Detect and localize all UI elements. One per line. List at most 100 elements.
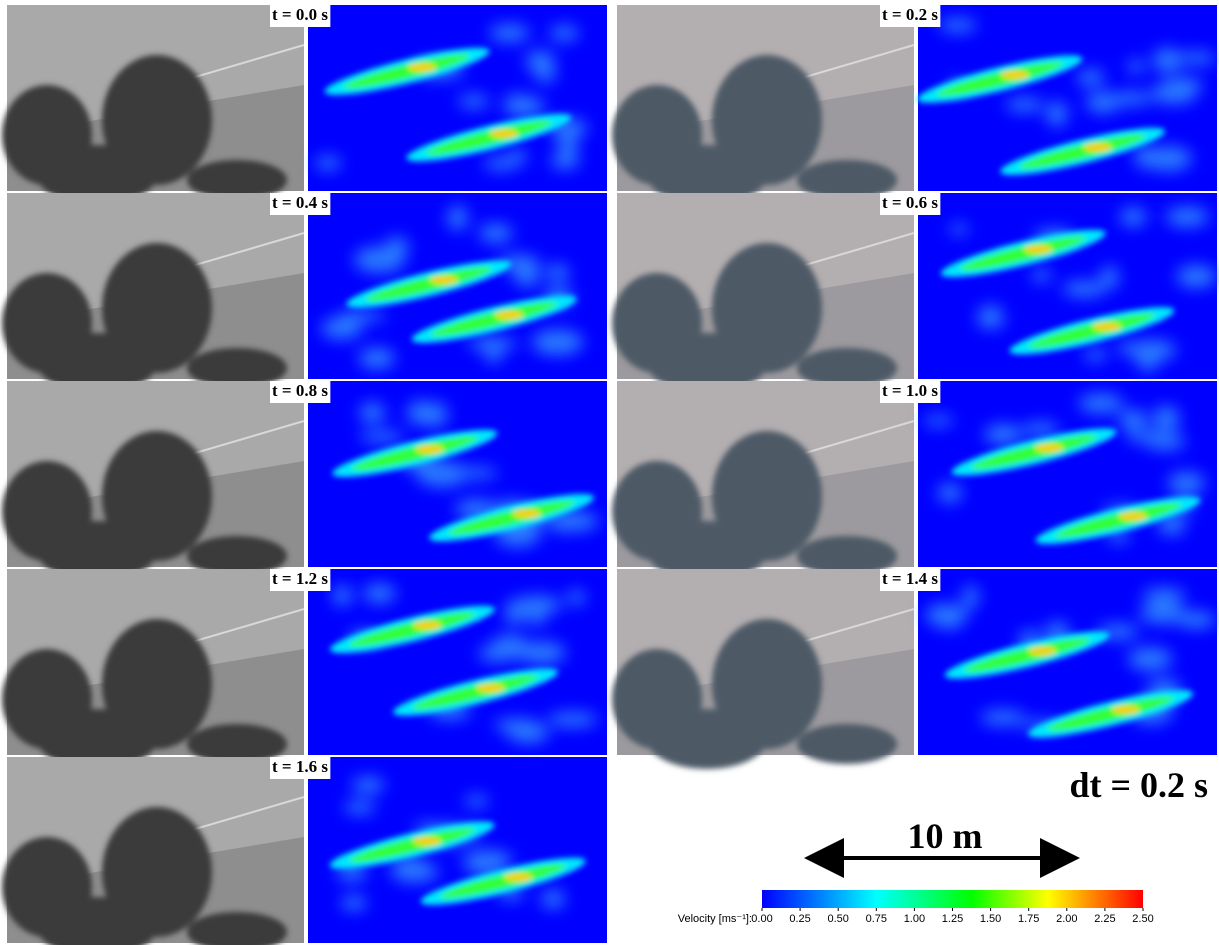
band: [476, 684, 504, 692]
colorbar-tick-label: 2.50: [1132, 913, 1153, 925]
blob: [535, 67, 556, 82]
blob: [333, 586, 352, 606]
blob: [1100, 266, 1119, 288]
blob: [338, 311, 386, 322]
blob: [1077, 69, 1105, 85]
blob: [1125, 431, 1174, 442]
blob: [1005, 98, 1043, 112]
colorbar-tick-label: 0.00: [751, 913, 772, 925]
blob: [1142, 588, 1186, 603]
photo: [2, 5, 304, 205]
band: [504, 873, 532, 881]
blob: [550, 25, 579, 41]
band: [413, 621, 441, 629]
label: t = 1.0 s: [882, 381, 938, 400]
blob: [359, 348, 395, 369]
photo: [612, 569, 914, 769]
blob: [963, 585, 979, 608]
label: t = 1.2 s: [272, 569, 328, 588]
band: [430, 276, 458, 284]
blob: [344, 801, 376, 814]
blob: [1084, 349, 1107, 361]
blob: [1178, 52, 1217, 64]
band: [513, 510, 541, 518]
panel-label: t = 1.2 s: [270, 569, 330, 591]
photo: [612, 193, 914, 393]
blob: [359, 431, 404, 443]
band: [490, 130, 518, 138]
blob: [978, 306, 1003, 323]
blob: [1153, 48, 1182, 72]
blob: [550, 154, 579, 169]
blob: [984, 424, 1022, 444]
blob: [1062, 281, 1105, 297]
label: t = 0.2 s: [882, 5, 938, 24]
blob: [479, 224, 513, 243]
photo: [2, 381, 304, 581]
blob: [1176, 265, 1216, 287]
velocity-map: [308, 381, 607, 567]
blob: [923, 416, 953, 426]
panel-label: t = 1.0 s: [880, 381, 940, 403]
blob: [352, 777, 385, 793]
blob: [1120, 208, 1147, 227]
band: [413, 837, 441, 845]
blob: [547, 712, 597, 726]
blob: [315, 156, 341, 169]
photo: [2, 757, 304, 945]
panel-label: t = 1.6 s: [270, 757, 330, 779]
blob: [1046, 102, 1067, 127]
blob: [1168, 472, 1205, 494]
colorbar-tick-label: 2.25: [1094, 913, 1115, 925]
velocity-map: [308, 757, 607, 943]
label: t = 0.0 s: [272, 5, 328, 24]
tree: [647, 709, 767, 769]
blob: [532, 330, 584, 355]
blob: [1162, 77, 1203, 91]
panel-label: t = 0.6 s: [880, 193, 940, 215]
colorbar: [762, 890, 1143, 908]
colorbar-tick-label: 1.00: [904, 913, 925, 925]
blob: [505, 600, 526, 625]
map-bg: [308, 569, 607, 755]
label: t = 0.8 s: [272, 381, 328, 400]
blob: [1139, 603, 1185, 624]
band: [1093, 323, 1121, 331]
label: t = 1.6 s: [272, 757, 328, 776]
colorbar-tick-label: 1.25: [942, 913, 963, 925]
colorbar-tick-label: 1.75: [1018, 913, 1039, 925]
velocity-map: [918, 569, 1217, 755]
velocity-map: [308, 569, 607, 755]
blob: [483, 157, 518, 170]
blob: [354, 247, 405, 273]
photo: [2, 193, 304, 393]
figure: t = 0.0 st = 0.2 st = 0.4 st = 0.6 st = …: [0, 0, 1219, 945]
panel-label: t = 0.0 s: [270, 5, 330, 27]
velocity-map: [918, 193, 1217, 379]
blob: [1128, 59, 1144, 73]
band: [1001, 71, 1029, 79]
blob: [489, 24, 530, 41]
blob: [468, 337, 517, 350]
band: [495, 311, 523, 319]
blob: [528, 604, 546, 626]
label: t = 0.6 s: [882, 193, 938, 212]
colorbar-tick-label: 1.50: [980, 913, 1001, 925]
blob: [359, 403, 385, 423]
panel-label: t = 0.8 s: [270, 381, 330, 403]
band: [408, 63, 436, 71]
blob: [341, 896, 367, 911]
band: [1084, 143, 1112, 151]
blob: [363, 584, 396, 603]
blob: [1032, 269, 1050, 283]
tree: [797, 724, 897, 764]
blob: [508, 723, 550, 743]
blob: [1110, 91, 1151, 105]
blob: [1153, 406, 1180, 431]
colorbar-tick-label: 0.75: [866, 913, 887, 925]
blob: [1166, 207, 1209, 227]
blob: [558, 137, 578, 155]
blob: [939, 18, 977, 32]
blob: [938, 483, 962, 502]
